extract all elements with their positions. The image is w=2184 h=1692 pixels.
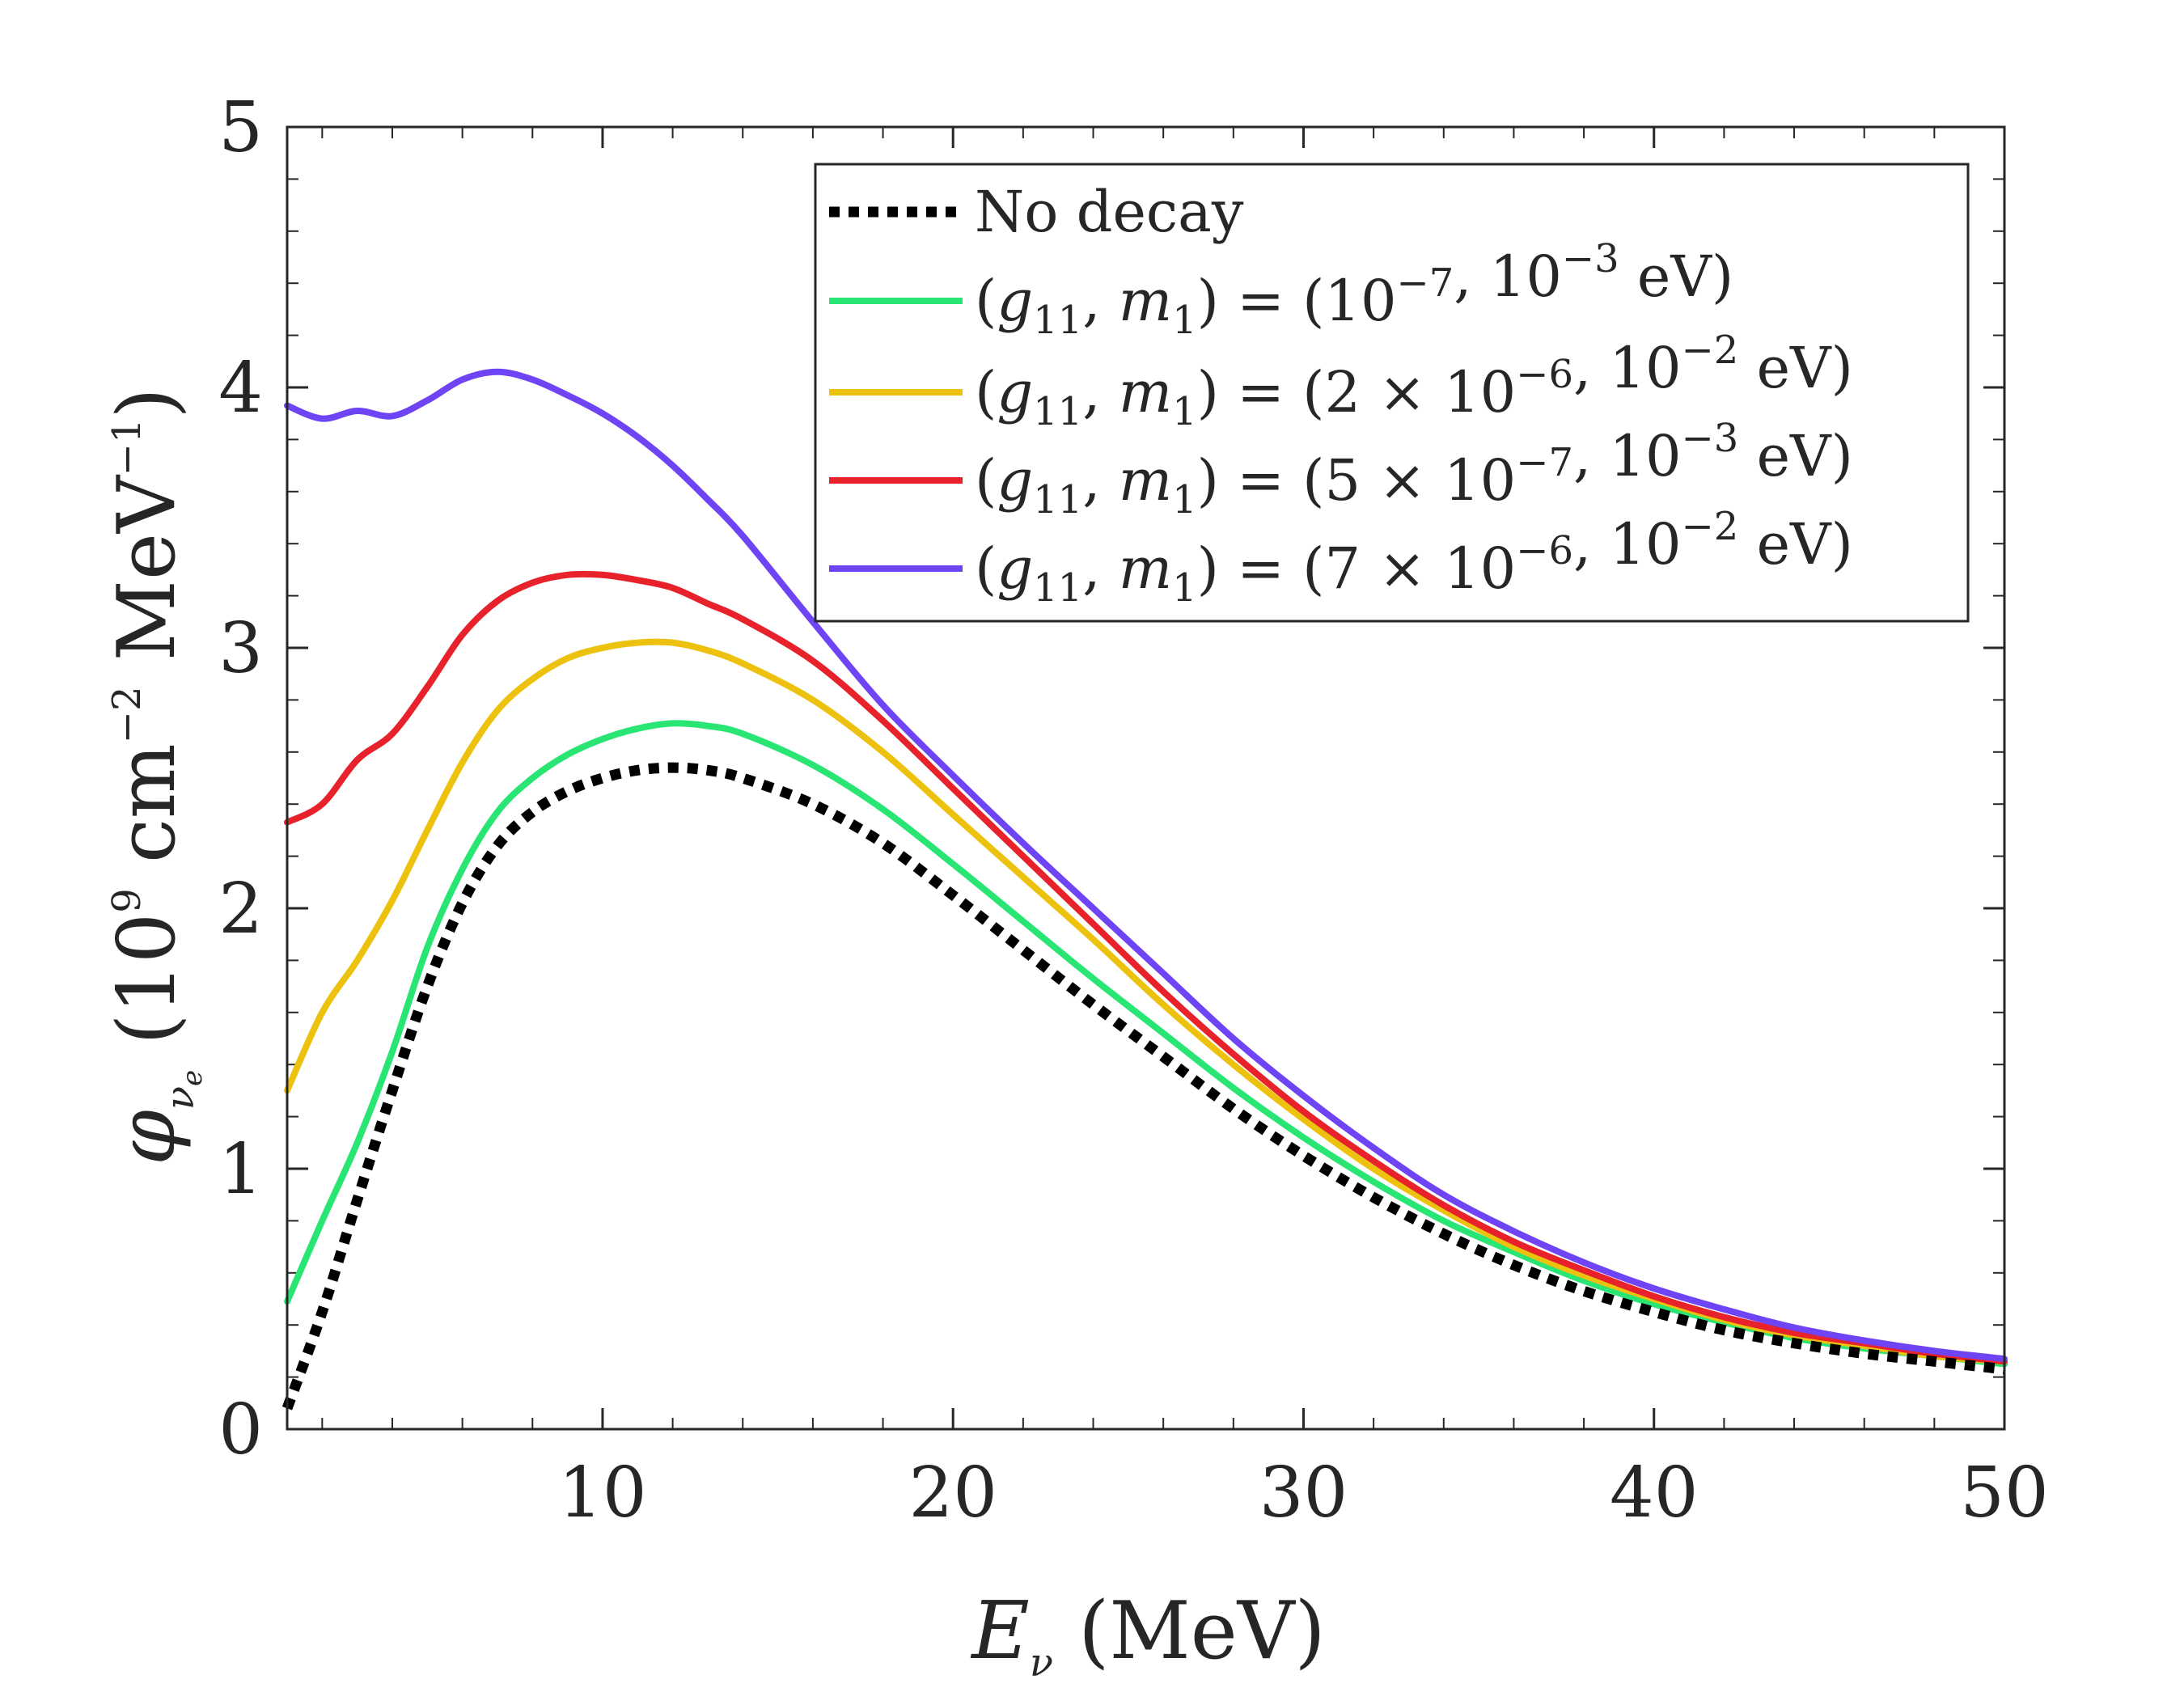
legend-label: No decay [975, 179, 1244, 245]
series-red [284, 570, 2008, 1365]
y-axis-title: φνe (109 cm−2 MeV−1) [101, 387, 209, 1165]
x-tick-label: 20 [908, 1453, 997, 1533]
series-purple [284, 368, 2008, 1363]
legend: No decay(g11, m1) = (10−7, 10−3 eV)(g11,… [814, 163, 1970, 623]
x-tick-labels: 10 20 30 40 50 [558, 1453, 2048, 1533]
y-tick-label: 1 [218, 1129, 263, 1210]
x-tick-label: 10 [558, 1453, 646, 1533]
series-green [284, 720, 2008, 1368]
y-tick-label: 5 [218, 87, 263, 168]
x-tick-label: 50 [1960, 1453, 2048, 1533]
series-no-decay [281, 762, 2005, 1411]
legend-label: (g11, m1) = (10−7, 10−3 eV) [975, 236, 1733, 343]
plot-frame [286, 125, 2006, 1431]
minor-ticks [287, 127, 2004, 1429]
legend-label: (g11, m1) = (2 × 10−6, 10−2 eV) [975, 328, 1853, 434]
series-layer [281, 368, 2008, 1411]
x-tick-label: 30 [1259, 1453, 1348, 1533]
y-tick-label: 4 [218, 348, 263, 429]
legend-label: (g11, m1) = (5 × 10−7, 10−3 eV) [975, 416, 1853, 522]
y-tick-label: 0 [218, 1390, 263, 1470]
y-tick-label: 2 [218, 869, 263, 950]
y-tick-label: 3 [218, 608, 263, 689]
legend-box [814, 163, 1970, 623]
x-axis-title: Eν (MeV) [970, 1585, 1325, 1686]
y-tick-labels: 0 1 2 3 4 5 [218, 87, 263, 1470]
legend-label: (g11, m1) = (7 × 10−6, 10−2 eV) [975, 504, 1853, 611]
x-tick-label: 40 [1610, 1453, 1698, 1533]
